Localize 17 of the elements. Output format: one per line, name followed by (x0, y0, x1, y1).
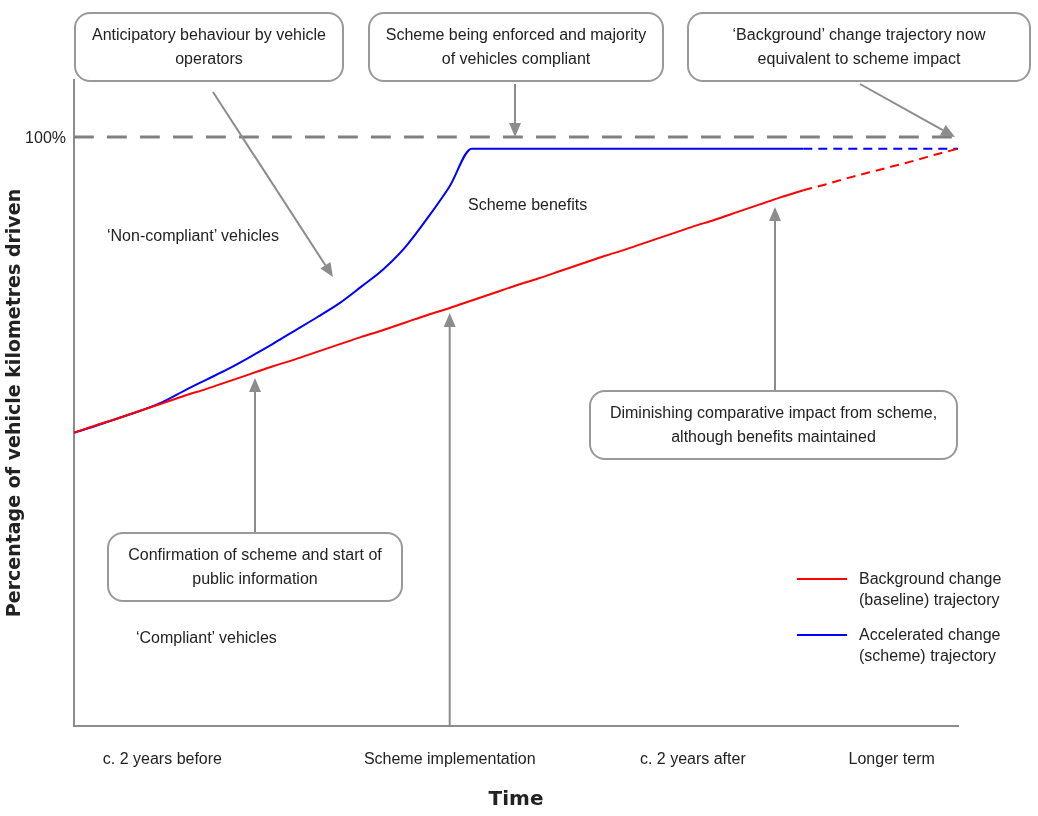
x-tick-label: c. 2 years after (639, 750, 747, 768)
y-axis-title: Percentage of vehicle kilometres driven (2, 188, 25, 618)
annotation: ‘Compliant’ vehicles (136, 628, 277, 648)
x-tick-label: Longer term (848, 750, 935, 768)
text: ‘Background’ change trajectory now equivalent to scheme impact (687, 12, 1031, 82)
text: Scheme being enforced and majority of vehicles compliant (368, 12, 664, 82)
legend-label: Background change (baseline) trajectory (859, 569, 1003, 610)
x-tick-label: c. 2 years before (102, 750, 223, 768)
annotation: Scheme benefits (468, 195, 588, 215)
annotation: Confirmation of scheme and start of public information (107, 532, 403, 602)
annotation: Diminishing comparative impact from scheme, although benefits maintained (589, 390, 958, 460)
text: Anticipatory behaviour by vehicle operators (74, 12, 344, 82)
x-tick-label: Scheme implementation (363, 750, 536, 768)
legend-label: Accelerated change (scheme) trajectory (859, 625, 1002, 666)
annotation: ‘Non-compliant’ vehicles (107, 226, 279, 246)
x-axis-title: Time (488, 786, 544, 811)
text: 100% (24, 128, 66, 148)
